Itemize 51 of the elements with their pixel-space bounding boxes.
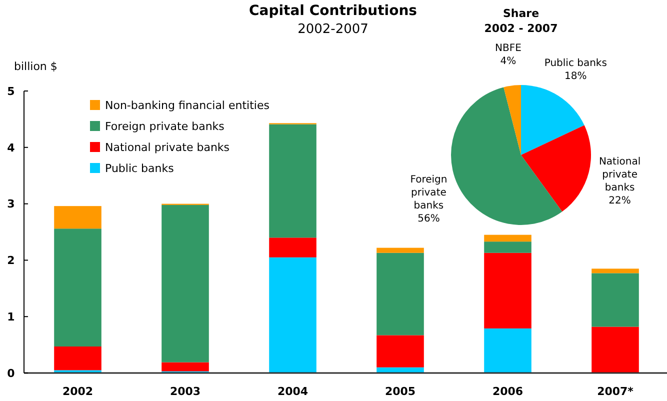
x-tick-label: 2004 xyxy=(277,385,308,398)
chart-subtitle: 2002 - 2007 xyxy=(484,22,558,35)
bar xyxy=(162,204,209,362)
pie-slice xyxy=(521,85,584,155)
slice-label: NBFE xyxy=(495,42,522,54)
bar xyxy=(376,335,424,368)
y-tick-label: 3 xyxy=(7,198,15,211)
bar xyxy=(376,248,424,253)
chart-subtitle: 2002-2007 xyxy=(298,22,368,37)
bar xyxy=(484,242,532,253)
bar xyxy=(54,228,102,346)
legend-label: Foreign private banks xyxy=(105,120,225,133)
data-label: 4% xyxy=(500,56,516,67)
bar xyxy=(592,268,639,274)
legend-label: Non-banking financial entities xyxy=(105,98,270,112)
chart-title: Share xyxy=(502,7,540,20)
x-tick-label: 2003 xyxy=(170,385,201,398)
y-tick-label: 5 xyxy=(7,84,15,98)
slice-label: Public banks xyxy=(544,58,607,69)
bar xyxy=(484,328,532,373)
y-axis-title: billion $ xyxy=(14,60,58,73)
bar xyxy=(162,362,209,372)
x-tick-label: 2006 xyxy=(492,385,524,398)
x-tick-label: 2005 xyxy=(384,385,416,398)
bar xyxy=(592,273,639,327)
y-tick-label: 2 xyxy=(7,254,15,268)
slice-label: Foreign private banks xyxy=(410,174,448,212)
slice-label: National private banks xyxy=(598,156,641,194)
legend-label: Public banks xyxy=(105,162,174,175)
bar xyxy=(592,326,639,373)
legend-label: National private banks xyxy=(105,140,230,154)
bar xyxy=(269,124,316,238)
bar xyxy=(269,238,316,258)
chart-title: Capital Contributions xyxy=(248,3,418,19)
bar xyxy=(269,257,316,373)
bar xyxy=(54,346,102,370)
data-label: 22% xyxy=(608,195,631,206)
y-tick-label: 0 xyxy=(7,366,16,380)
y-tick-label: 1 xyxy=(7,310,15,324)
pie-slice xyxy=(521,125,591,212)
pie-slice xyxy=(504,85,521,155)
y-tick-label: 4 xyxy=(7,141,16,154)
data-label: 18% xyxy=(564,70,587,82)
bar xyxy=(54,206,102,229)
x-tick-label: 2007* xyxy=(597,385,634,398)
data-label: 56% xyxy=(418,213,440,224)
bar xyxy=(376,252,424,336)
pie-slice xyxy=(451,87,562,225)
bar xyxy=(484,234,532,242)
bar xyxy=(484,252,532,328)
x-tick-label: 2002 xyxy=(62,385,94,398)
